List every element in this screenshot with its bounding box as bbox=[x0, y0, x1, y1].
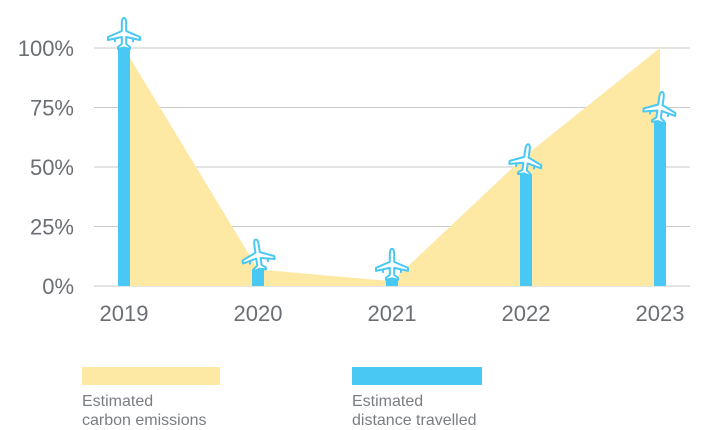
y-tick-label: 50% bbox=[30, 155, 74, 180]
distance-bar-2023 bbox=[654, 121, 666, 286]
distance-bars bbox=[118, 48, 666, 286]
legend-swatch-carbon-emissions bbox=[82, 367, 220, 385]
airplane-icon bbox=[107, 17, 141, 50]
airplane-markers bbox=[107, 17, 677, 281]
chart: 0% 25% 50% 75% 100% 2019 2020 2021 2022 2023 bbox=[18, 17, 690, 326]
airplane-icon bbox=[642, 90, 677, 125]
x-tick-label: 2021 bbox=[368, 301, 417, 326]
airplane-icon bbox=[508, 143, 543, 177]
x-tick-label: 2020 bbox=[234, 301, 283, 326]
y-axis-ticks: 0% 25% 50% 75% 100% bbox=[18, 36, 74, 299]
carbon-emissions-point bbox=[659, 47, 661, 49]
x-tick-label: 2022 bbox=[502, 301, 551, 326]
distance-bar-2020 bbox=[252, 269, 264, 286]
legend-swatch-distance-travelled bbox=[352, 367, 482, 385]
y-tick-label: 25% bbox=[30, 215, 74, 240]
legend-label-distance-travelled: Estimated distance travelled bbox=[352, 393, 477, 429]
x-tick-label: 2023 bbox=[636, 301, 685, 326]
x-tick-label: 2019 bbox=[100, 301, 149, 326]
x-axis-ticks: 2019 2020 2021 2022 2023 bbox=[100, 301, 685, 326]
y-tick-label: 75% bbox=[30, 96, 74, 121]
airplane-icon bbox=[241, 238, 276, 273]
distance-bar-2021 bbox=[386, 278, 398, 286]
airplane-icon bbox=[375, 247, 409, 281]
y-tick-label: 0% bbox=[42, 274, 74, 299]
distance-bar-2022 bbox=[520, 174, 532, 286]
y-tick-label: 100% bbox=[18, 36, 74, 61]
distance-bar-2019 bbox=[118, 48, 130, 286]
legend-label-carbon-emissions: Estimated carbon emissions bbox=[82, 393, 207, 429]
